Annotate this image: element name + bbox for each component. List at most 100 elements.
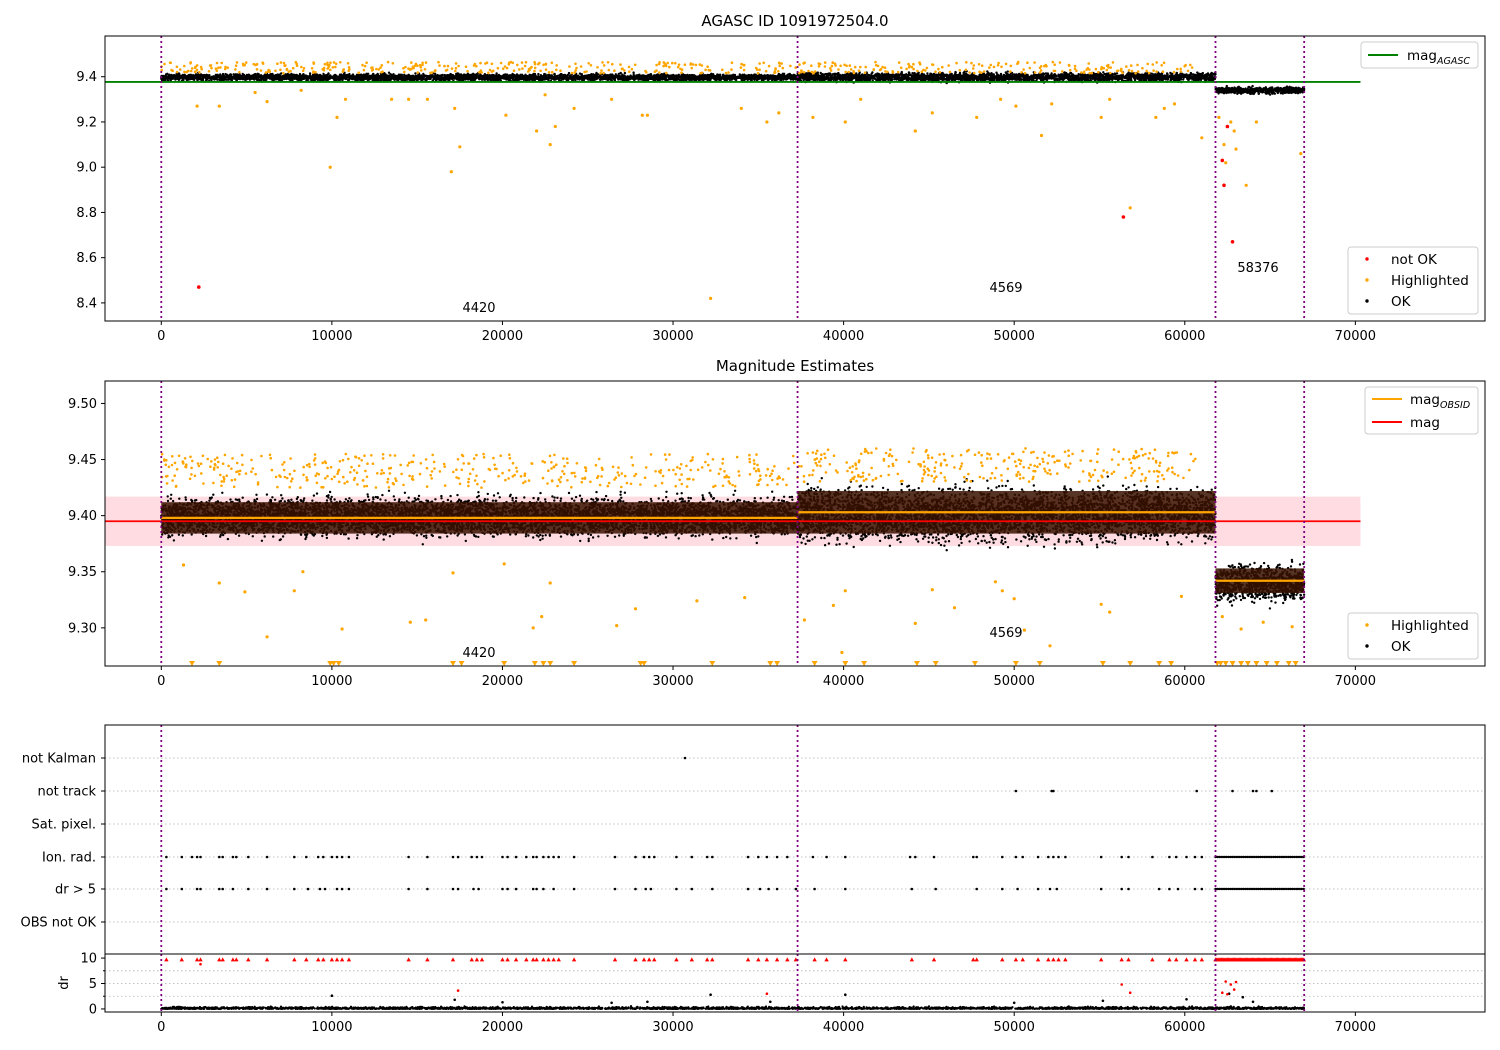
data-point — [239, 75, 242, 79]
data-point — [566, 73, 570, 77]
data-point — [238, 73, 241, 76]
data-point — [348, 76, 351, 79]
data-point — [414, 72, 417, 75]
data-point — [677, 73, 680, 77]
data-point — [613, 77, 616, 81]
data-point — [332, 76, 335, 79]
data-point — [466, 75, 469, 79]
data-point — [532, 72, 535, 76]
data-point — [355, 77, 359, 80]
data-point — [230, 77, 233, 81]
data-point — [637, 73, 641, 77]
data-point — [270, 76, 273, 80]
data-point — [514, 76, 517, 79]
data-point — [367, 77, 371, 81]
data-point — [762, 74, 765, 78]
data-point — [712, 76, 715, 80]
data-point — [524, 78, 527, 81]
data-point — [659, 75, 662, 79]
data-point — [248, 78, 252, 81]
data-point — [785, 74, 788, 78]
data-point — [204, 76, 207, 79]
data-point — [251, 76, 254, 79]
data-point — [468, 76, 471, 79]
data-point — [335, 75, 338, 79]
data-point — [236, 77, 240, 81]
data-point — [338, 75, 341, 79]
data-point — [283, 77, 286, 80]
data-point — [784, 77, 787, 80]
data-point — [160, 77, 163, 81]
data-point — [491, 73, 494, 77]
data-point — [263, 74, 267, 77]
data-point — [592, 76, 596, 80]
data-point — [703, 74, 706, 77]
data-point — [266, 73, 269, 77]
data-point — [327, 72, 330, 75]
data-point — [502, 75, 505, 79]
data-point — [614, 73, 617, 76]
data-point — [588, 75, 591, 78]
data-point — [779, 75, 782, 78]
data-point — [339, 73, 342, 76]
data-point — [482, 78, 486, 81]
data-point — [175, 75, 178, 79]
data-point — [290, 72, 293, 76]
data-point — [553, 73, 556, 77]
data-point — [479, 76, 482, 79]
data-point — [287, 75, 290, 79]
data-point — [197, 73, 200, 77]
data-point — [781, 77, 784, 80]
data-point — [717, 77, 720, 80]
data-point — [389, 77, 392, 80]
data-point — [373, 75, 376, 79]
data-point — [623, 71, 627, 75]
data-point — [588, 78, 592, 81]
data-point — [622, 75, 626, 78]
data-point — [329, 75, 332, 79]
data-point — [720, 77, 723, 80]
data-point — [645, 75, 648, 79]
data-point — [748, 74, 751, 77]
data-point — [307, 75, 311, 78]
data-point — [563, 75, 566, 79]
data-point — [640, 74, 643, 78]
data-point — [201, 77, 205, 80]
data-point — [422, 72, 425, 76]
data-point — [586, 78, 589, 81]
data-point — [324, 76, 327, 79]
data-point — [260, 76, 263, 80]
data-point — [679, 78, 682, 82]
data-point — [348, 78, 351, 81]
data-point — [215, 78, 218, 81]
data-point — [680, 76, 684, 79]
data-point — [649, 73, 653, 76]
data-point — [584, 75, 587, 78]
data-point — [691, 75, 695, 78]
data-point — [487, 76, 490, 79]
data-point — [164, 76, 168, 79]
data-point — [216, 73, 219, 77]
data-point — [386, 78, 389, 81]
data-point — [579, 76, 583, 80]
data-point — [652, 78, 656, 82]
data-point — [506, 75, 509, 79]
data-point — [581, 75, 585, 78]
data-point — [384, 75, 388, 78]
data-point — [792, 75, 795, 78]
agasc-ok-points — [160, 70, 1306, 96]
data-point — [280, 78, 283, 81]
data-point — [256, 76, 260, 79]
data-point — [388, 74, 391, 77]
data-point — [485, 77, 489, 81]
data-point — [183, 76, 187, 80]
data-point — [642, 77, 645, 80]
data-point — [702, 77, 705, 80]
data-point — [544, 73, 547, 77]
data-point — [234, 74, 237, 77]
data-point — [197, 76, 200, 79]
data-point — [167, 76, 171, 79]
data-point — [450, 75, 453, 79]
data-point — [326, 75, 330, 78]
data-point — [421, 75, 425, 78]
